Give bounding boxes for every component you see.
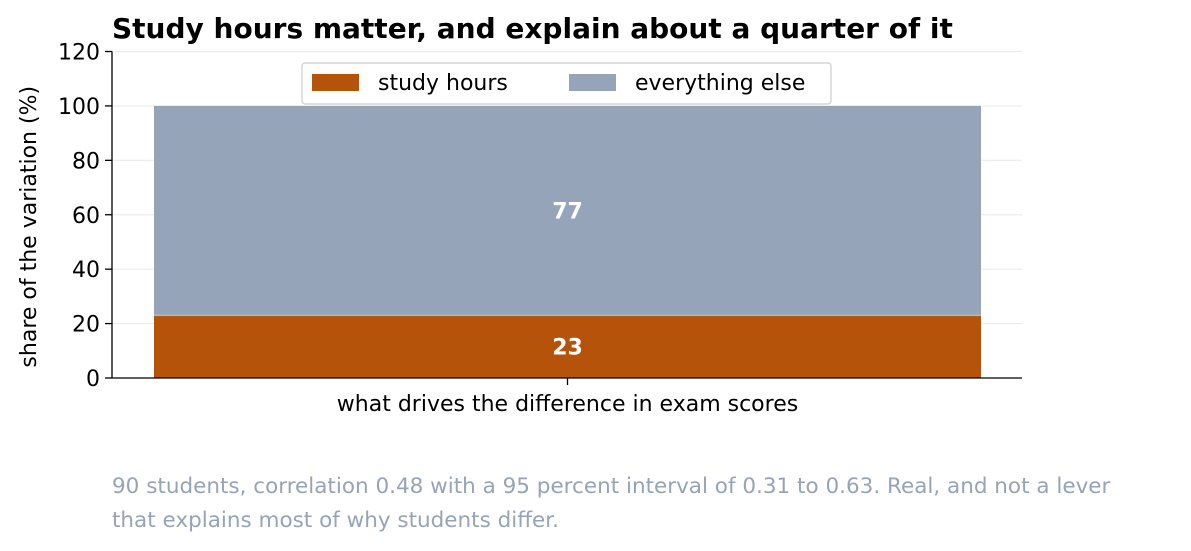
y-tick-label: 40 xyxy=(72,258,100,283)
legend-label: everything else xyxy=(635,71,805,96)
y-tick-label: 60 xyxy=(72,204,100,229)
x-axis-label: what drives the difference in exam score… xyxy=(337,392,798,417)
legend-frame xyxy=(301,62,832,105)
axes: 0 20 40 60 80 100 120 xyxy=(58,41,1022,392)
legend-swatch xyxy=(569,74,616,91)
bars xyxy=(154,105,981,378)
caption-line-2: that explains most of why students diffe… xyxy=(112,508,559,533)
legend-swatch xyxy=(312,74,359,91)
bar-segment-1 xyxy=(154,315,981,378)
y-tick-label: 100 xyxy=(58,95,100,120)
y-tick-label: 80 xyxy=(72,149,100,174)
legend: study hours everything else xyxy=(301,62,832,105)
chart: Study hours matter, and explain about a … xyxy=(17,12,1022,417)
caption: 90 students, correlation 0.48 with a 95 … xyxy=(112,470,1187,538)
caption-line-1: 90 students, correlation 0.48 with a 95 … xyxy=(112,474,1111,499)
bar-value-label: 23 xyxy=(552,336,583,361)
y-axis-label: share of the variation (%) xyxy=(17,86,42,368)
y-tick-label: 120 xyxy=(58,41,100,66)
bar-labels: 23 77 xyxy=(552,200,583,361)
y-tick-label: 0 xyxy=(86,367,100,392)
y-tick-label: 20 xyxy=(72,313,100,338)
bar-segment-2 xyxy=(154,105,981,316)
legend-label: study hours xyxy=(378,71,508,96)
bar-value-label: 77 xyxy=(552,200,583,225)
chart-title: Study hours matter, and explain about a … xyxy=(112,12,953,45)
